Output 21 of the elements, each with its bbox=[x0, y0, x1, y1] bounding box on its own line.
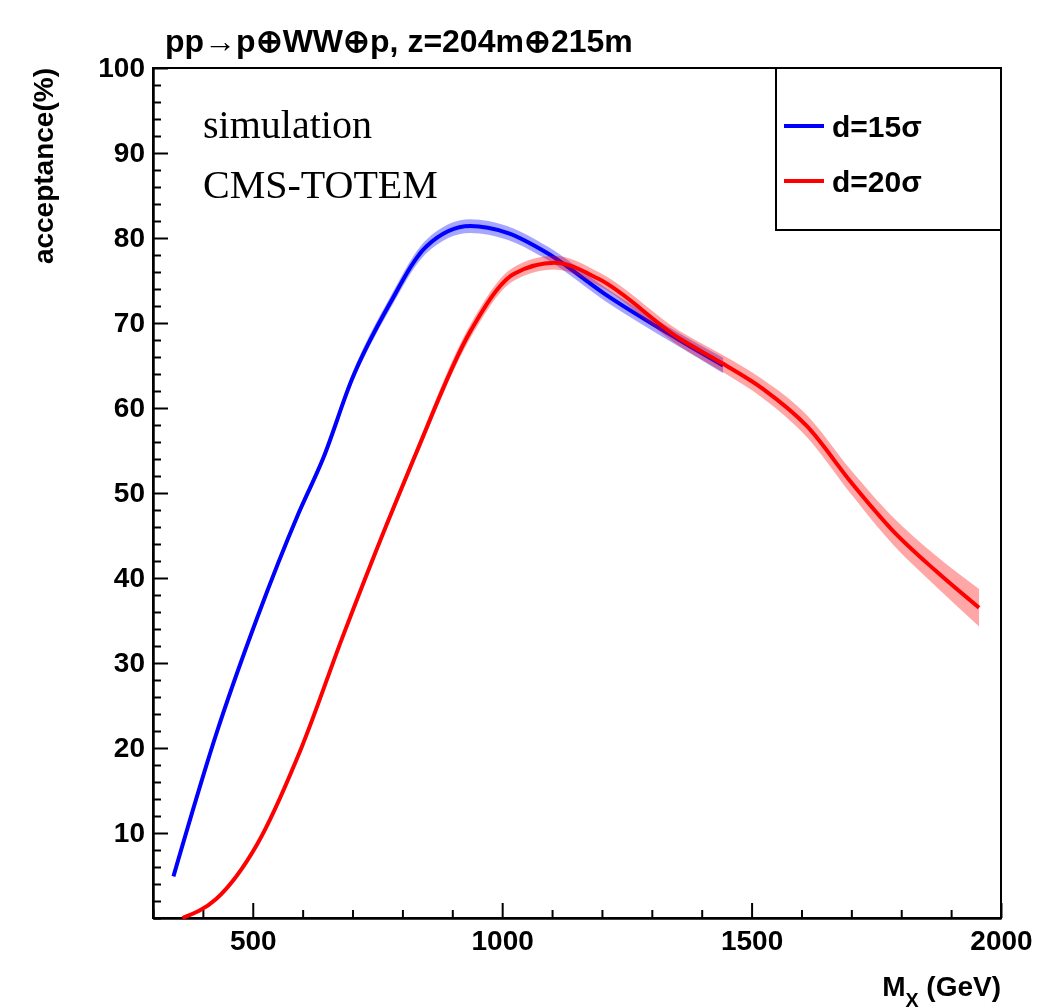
chart-title: pp→p⊕WW⊕p, z=204m⊕215m bbox=[165, 23, 633, 59]
legend-label: d=15σ bbox=[832, 110, 922, 143]
y-tick-label: 80 bbox=[113, 222, 145, 254]
y-tick-label: 20 bbox=[113, 732, 145, 764]
y-tick-label: 50 bbox=[113, 477, 145, 509]
x-axis-title: M$_{X}$ (GeV) bbox=[882, 971, 1001, 1008]
y-tick-label: 90 bbox=[113, 137, 145, 169]
y-tick-label: 60 bbox=[113, 392, 145, 424]
annotation: simulation bbox=[203, 102, 372, 147]
y-tick-label: 10 bbox=[113, 817, 145, 849]
x-tick-label: 2000 bbox=[970, 924, 1033, 956]
y-tick-label: 70 bbox=[113, 307, 145, 339]
y-axis-title: acceptance(%) bbox=[28, 68, 59, 265]
x-tick-label: 1000 bbox=[471, 924, 534, 956]
y-tick-label: 100 bbox=[98, 52, 145, 84]
x-tick-label: 500 bbox=[229, 924, 277, 956]
legend-label: d=20σ bbox=[832, 165, 922, 198]
y-tick-label: 40 bbox=[113, 562, 145, 594]
annotation: CMS-TOTEM bbox=[203, 162, 438, 207]
y-tick-label: 30 bbox=[113, 647, 145, 679]
x-tick-label: 1500 bbox=[720, 924, 784, 956]
